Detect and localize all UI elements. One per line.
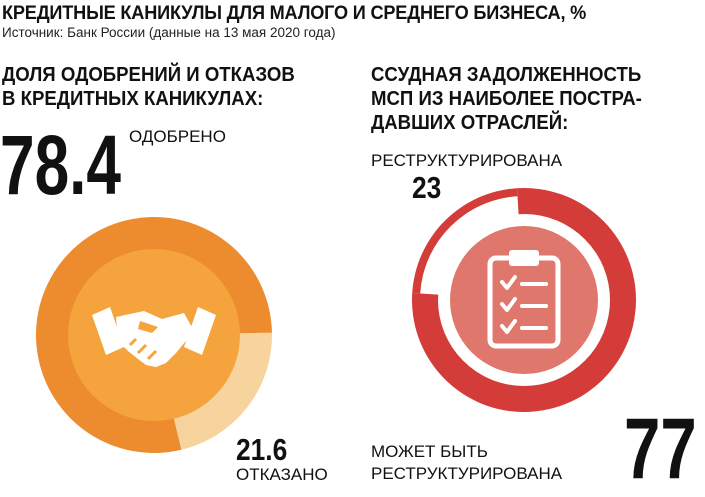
handshake-icon [92, 307, 216, 367]
restructured-label: РЕСТРУКТУРИРОВАНА [371, 151, 563, 170]
clipboard-checklist-icon [487, 250, 561, 349]
right-heading-line1: ССУДНАЯ ЗАДОЛЖЕННОСТЬ [371, 64, 642, 86]
restructured-value: 23 [412, 170, 442, 205]
can-be-label: МОЖЕТ БЫТЬ РЕСТРУКТУРИРОВАНА [371, 441, 562, 485]
slice-restructured-outline [412, 188, 518, 294]
page-title: КРЕДИТНЫЕ КАНИКУЛЫ ДЛЯ МАЛОГО И СРЕДНЕГО… [2, 2, 587, 24]
left-heading-line1: ДОЛЯ ОДОБРЕНИЙ И ОТКАЗОВ [2, 64, 295, 86]
left-heading: ДОЛЯ ОДОБРЕНИЙ И ОТКАЗОВ В КРЕДИТНЫХ КАН… [2, 63, 295, 111]
right-heading: ССУДНАЯ ЗАДОЛЖЕННОСТЬ МСП ИЗ НАИБОЛЕЕ ПО… [371, 63, 642, 135]
approved-label: ОДОБРЕНО [129, 127, 226, 146]
right-heading-line2: МСП ИЗ НАИБОЛЕЕ ПОСТРА- [371, 88, 642, 110]
source-note: Источник: Банк России (данные на 13 мая … [2, 25, 336, 40]
approved-value: 78.4 [0, 118, 121, 212]
rejected-label: ОТКАЗАНО [236, 465, 328, 484]
right-donut-center [450, 226, 598, 374]
left-heading-line2: В КРЕДИТНЫХ КАНИКУЛАХ: [2, 88, 264, 110]
can-be-label-line1: МОЖЕТ БЫТЬ [371, 442, 488, 461]
can-be-value: 77 [624, 401, 697, 497]
can-be-label-line2: РЕСТРУКТУРИРОВАНА [371, 464, 563, 483]
rejected-value: 21.6 [236, 432, 288, 467]
right-heading-line3: ДАВШИХ ОТРАСЛЕЙ: [371, 112, 569, 134]
